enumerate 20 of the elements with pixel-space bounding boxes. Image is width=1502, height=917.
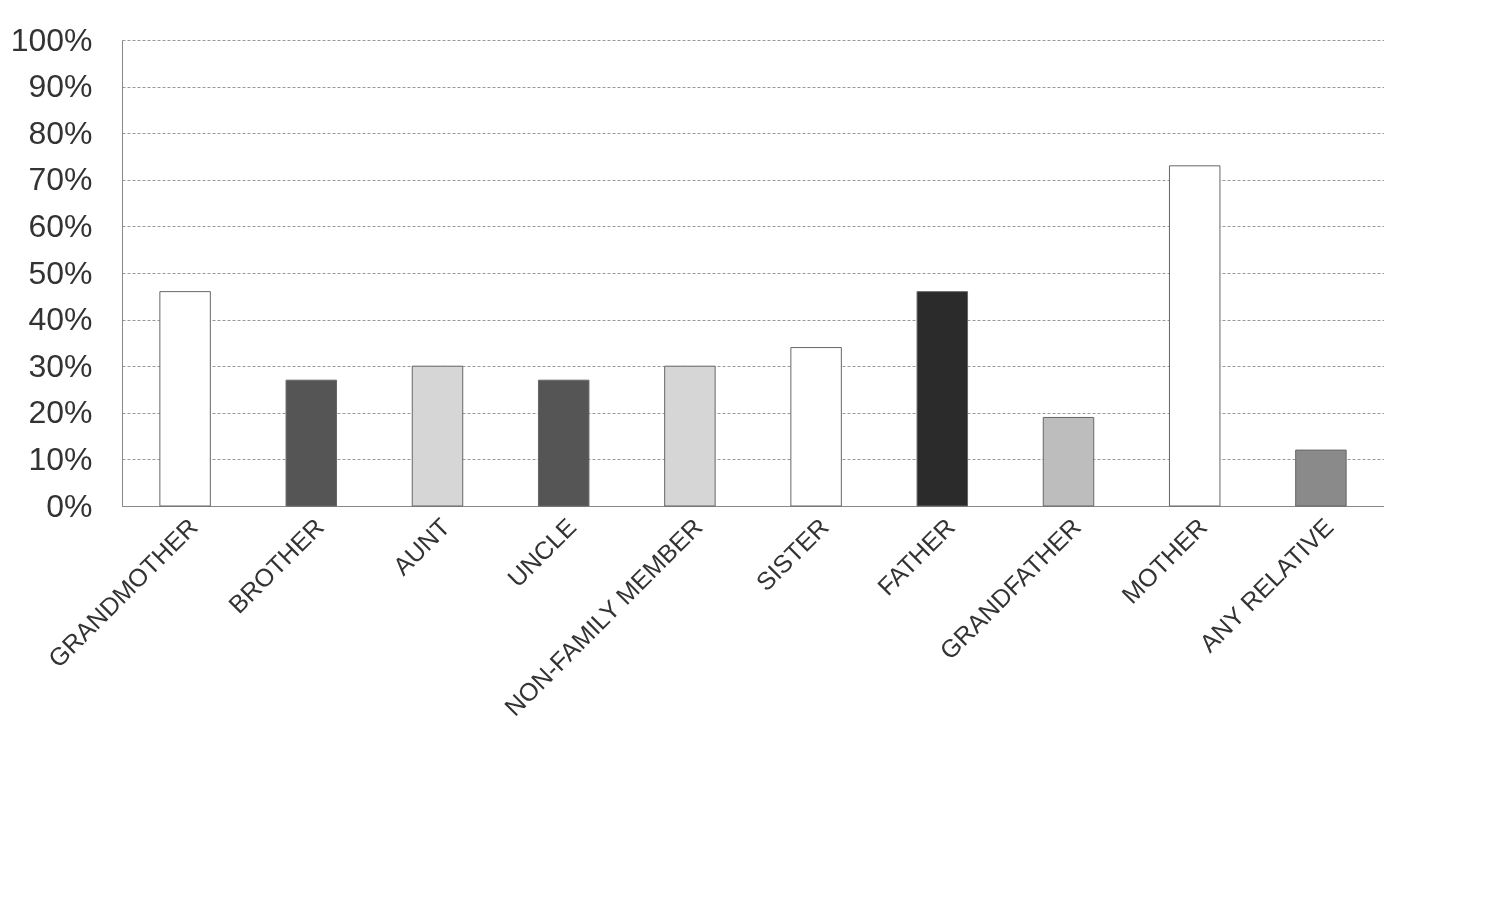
bar [916, 291, 969, 507]
y-tick-label: 100% [10, 21, 93, 58]
y-tick-label: 10% [28, 440, 93, 477]
bar [537, 379, 590, 507]
y-tick-label: 80% [28, 114, 93, 151]
bar [159, 291, 211, 507]
bar [664, 365, 716, 507]
y-tick-label: 50% [28, 254, 93, 291]
y-tick-label: 30% [28, 347, 93, 384]
y-tick-label: 40% [28, 301, 93, 338]
bar [1042, 416, 1095, 507]
y-tick-label: 60% [28, 207, 93, 244]
y-tick-label: 0% [46, 487, 93, 524]
bar [411, 365, 464, 507]
bar [285, 379, 338, 507]
y-tick-label: 20% [28, 394, 93, 431]
y-tick-label: 70% [28, 161, 93, 198]
bar [1168, 165, 1221, 507]
bar [790, 347, 842, 507]
y-tick-label: 90% [28, 68, 93, 105]
